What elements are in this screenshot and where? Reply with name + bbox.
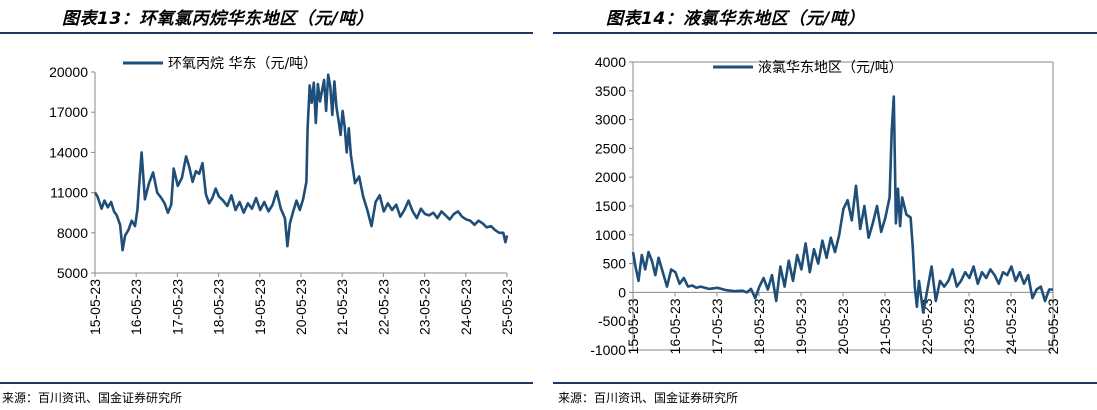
y-tick-label: 3000	[595, 112, 626, 128]
x-tick-label: 23-05-23	[417, 279, 433, 335]
y-tick-label: 11000	[50, 185, 88, 201]
x-tick-label: 16-05-23	[128, 279, 144, 335]
y-tick-label: 1000	[595, 227, 626, 243]
x-tick-label: 15-05-23	[625, 298, 641, 354]
y-tick-label: 5000	[57, 265, 88, 281]
x-tick-label: 21-05-23	[334, 279, 350, 335]
title-rule-right	[553, 32, 1097, 34]
bottom-rule-left	[0, 382, 533, 384]
y-tick-label: -500	[598, 313, 626, 329]
x-tick-label: 24-05-23	[1003, 298, 1019, 354]
x-tick-label: 15-05-23	[87, 279, 103, 335]
title-rule-left	[0, 32, 533, 34]
source-note-left: 来源：百川资讯、国金证券研究所	[2, 391, 183, 405]
x-tick-label: 17-05-23	[169, 279, 185, 335]
y-tick-label: 2500	[595, 140, 626, 156]
x-tick-label: 25-05-23	[1045, 298, 1061, 354]
chart-1: 5000 8000 11000 14000 17000 20000 15-05-23 16-0…	[49, 56, 515, 335]
y-tick-label: 0	[618, 284, 626, 300]
x-tick-label: 24-05-23	[458, 279, 474, 335]
x-tick-label: 20-05-23	[835, 298, 851, 354]
source-note-right: 来源：百川资讯、国金证券研究所	[558, 391, 739, 405]
legend-label: 液氯华东地区（元/吨）	[758, 60, 903, 76]
x-tick-label: 20-05-23	[293, 279, 309, 335]
y-tick-label: 2000	[595, 169, 626, 185]
x-tick-label: 19-05-23	[252, 279, 268, 335]
y-tick-label: 1500	[595, 198, 626, 214]
bottom-rule-right	[553, 382, 1097, 384]
chart-2: -1000 -500 0 500 1000 1500 2000 2500 3000 3500 400…	[590, 54, 1061, 358]
x-tick-label: 16-05-23	[667, 298, 683, 354]
x-tick-label: 19-05-23	[793, 298, 809, 354]
y-tick-label: 500	[603, 256, 627, 272]
legend-label: 环氧丙烷 华东（元/吨）	[168, 56, 317, 72]
y-tick-label: 3500	[595, 83, 626, 99]
x-tick-label: 23-05-23	[961, 298, 977, 354]
x-tick-label: 22-05-23	[375, 279, 391, 335]
y-tick-label: 20000	[49, 64, 88, 80]
x-tick-label: 18-05-23	[211, 279, 227, 335]
series-line	[631, 95, 1053, 314]
y-tick-label: 8000	[57, 225, 88, 241]
y-tick-label: 14000	[49, 144, 88, 160]
x-tick-label: 25-05-23	[499, 279, 515, 335]
chart-title-left: 图表13：环氧氯丙烷华东地区（元/吨）	[62, 9, 374, 29]
x-tick-label: 18-05-23	[751, 298, 767, 354]
x-tick-label: 17-05-23	[709, 298, 725, 354]
chart-title-right: 图表14：液氯华东地区（元/吨）	[606, 9, 865, 29]
series-line	[93, 73, 509, 252]
y-tick-label: 4000	[595, 54, 626, 70]
y-tick-label: -1000	[590, 342, 626, 358]
y-tick-label: 17000	[49, 104, 88, 120]
x-tick-label: 21-05-23	[877, 298, 893, 354]
